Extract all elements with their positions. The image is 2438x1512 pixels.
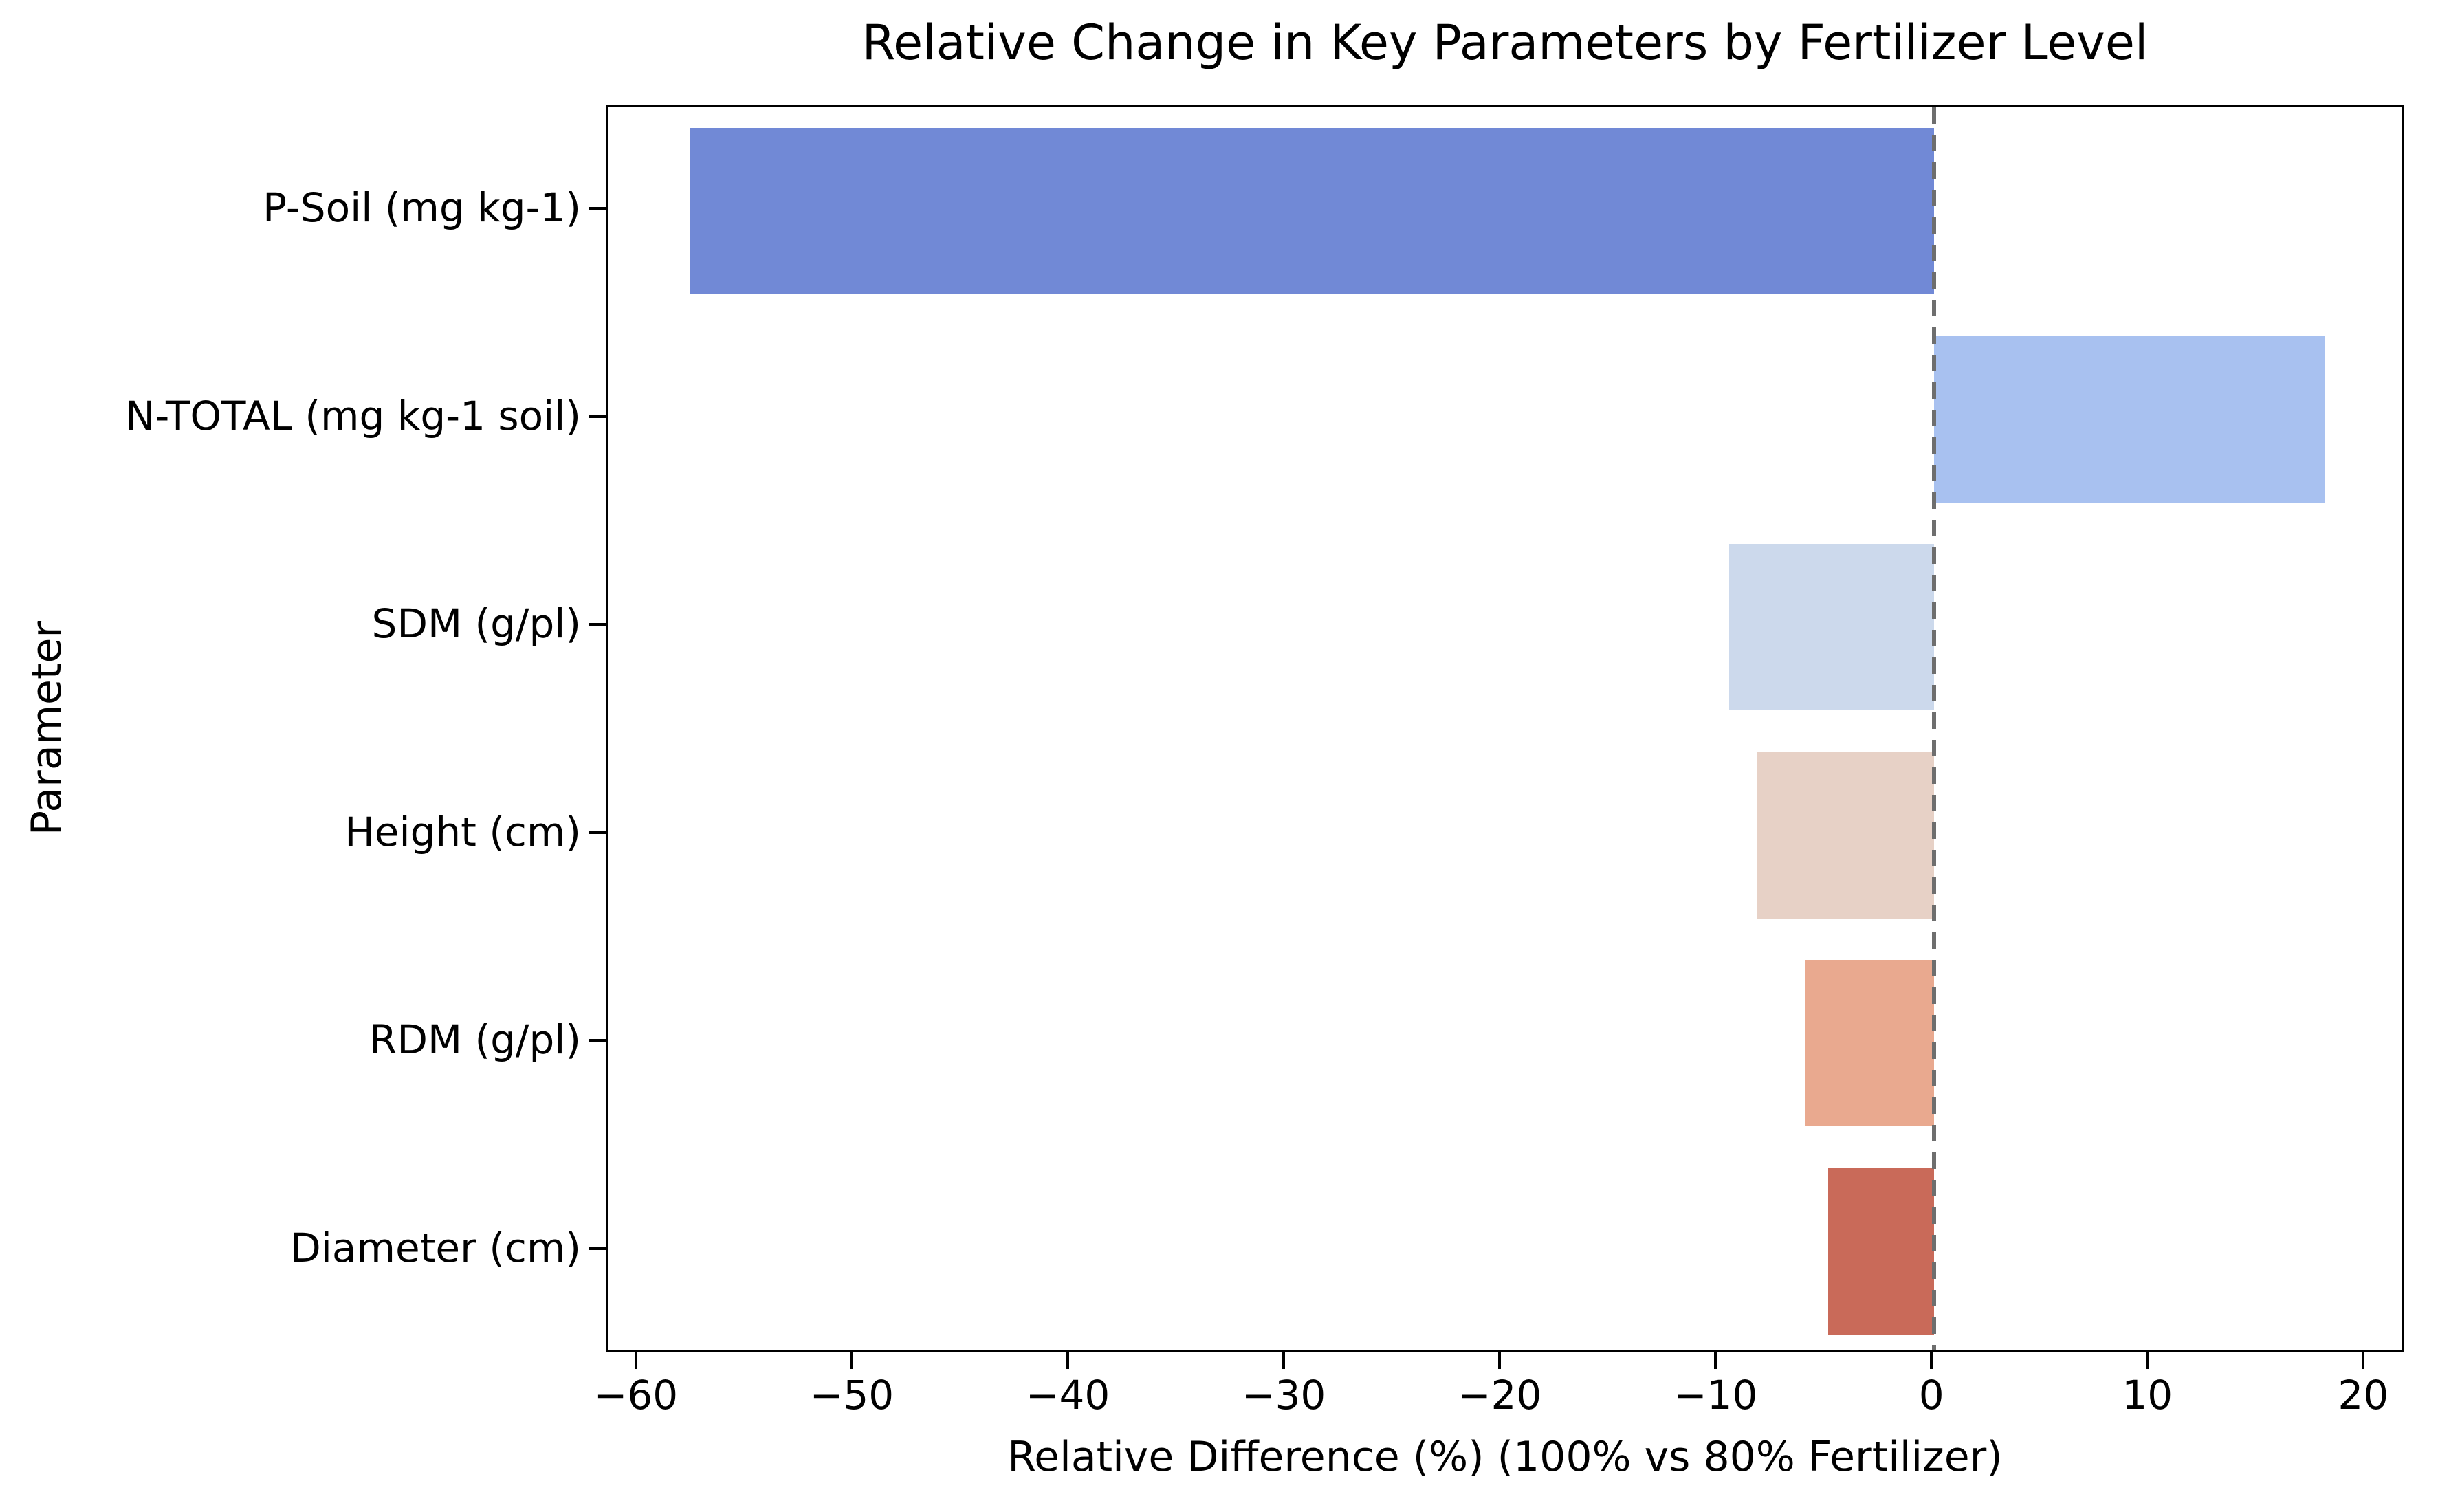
y-tick-mark xyxy=(589,623,606,626)
bar-rdm-g-pl xyxy=(1804,960,1935,1127)
y-tick-label: SDM (g/pl) xyxy=(371,600,582,648)
bar-p-soil-mg-kg-1 xyxy=(690,128,1935,295)
x-tick-label: 0 xyxy=(1918,1372,1944,1418)
x-tick-mark xyxy=(1930,1352,1933,1369)
y-tick-label: RDM (g/pl) xyxy=(369,1016,581,1064)
y-tick-mark xyxy=(589,1247,606,1250)
x-tick-mark xyxy=(1282,1352,1286,1369)
plot-area xyxy=(606,105,2404,1352)
x-tick-mark xyxy=(2362,1352,2365,1369)
bar-n-total-mg-kg-1-soil xyxy=(1934,336,2325,503)
y-tick-mark xyxy=(589,831,606,834)
y-tick-mark xyxy=(589,1039,606,1042)
x-tick-mark xyxy=(850,1352,853,1369)
x-tick-label: −40 xyxy=(1025,1372,1110,1418)
y-tick-label: P-Soil (mg kg-1) xyxy=(263,184,581,232)
x-tick-mark xyxy=(1066,1352,1070,1369)
y-axis-label: Parameter xyxy=(23,620,71,836)
x-tick-label: −10 xyxy=(1673,1372,1758,1418)
x-tick-label: −60 xyxy=(593,1372,679,1418)
x-tick-label: −50 xyxy=(809,1372,894,1418)
zero-reference-line xyxy=(1932,107,1937,1350)
bar-sdm-g-pl xyxy=(1728,544,1935,711)
x-axis-label: Relative Difference (%) (100% vs 80% Fer… xyxy=(1007,1433,2003,1481)
x-tick-mark xyxy=(2146,1352,2149,1369)
y-tick-mark xyxy=(589,207,606,210)
bar-diameter-cm xyxy=(1828,1168,1935,1335)
x-tick-label: −30 xyxy=(1241,1372,1326,1418)
y-tick-label: N-TOTAL (mg kg-1 soil) xyxy=(124,392,581,439)
y-tick-mark xyxy=(589,415,606,418)
x-tick-mark xyxy=(1498,1352,1502,1369)
x-tick-label: 20 xyxy=(2338,1372,2389,1418)
x-tick-label: 10 xyxy=(2122,1372,2173,1418)
x-tick-label: −20 xyxy=(1457,1372,1542,1418)
bar-height-cm xyxy=(1757,752,1935,919)
chart-title: Relative Change in Key Parameters by Fer… xyxy=(861,14,2149,71)
y-tick-label: Height (cm) xyxy=(344,808,581,855)
x-tick-mark xyxy=(634,1352,637,1369)
x-tick-mark xyxy=(1714,1352,1717,1369)
y-tick-label: Diameter (cm) xyxy=(290,1224,581,1271)
